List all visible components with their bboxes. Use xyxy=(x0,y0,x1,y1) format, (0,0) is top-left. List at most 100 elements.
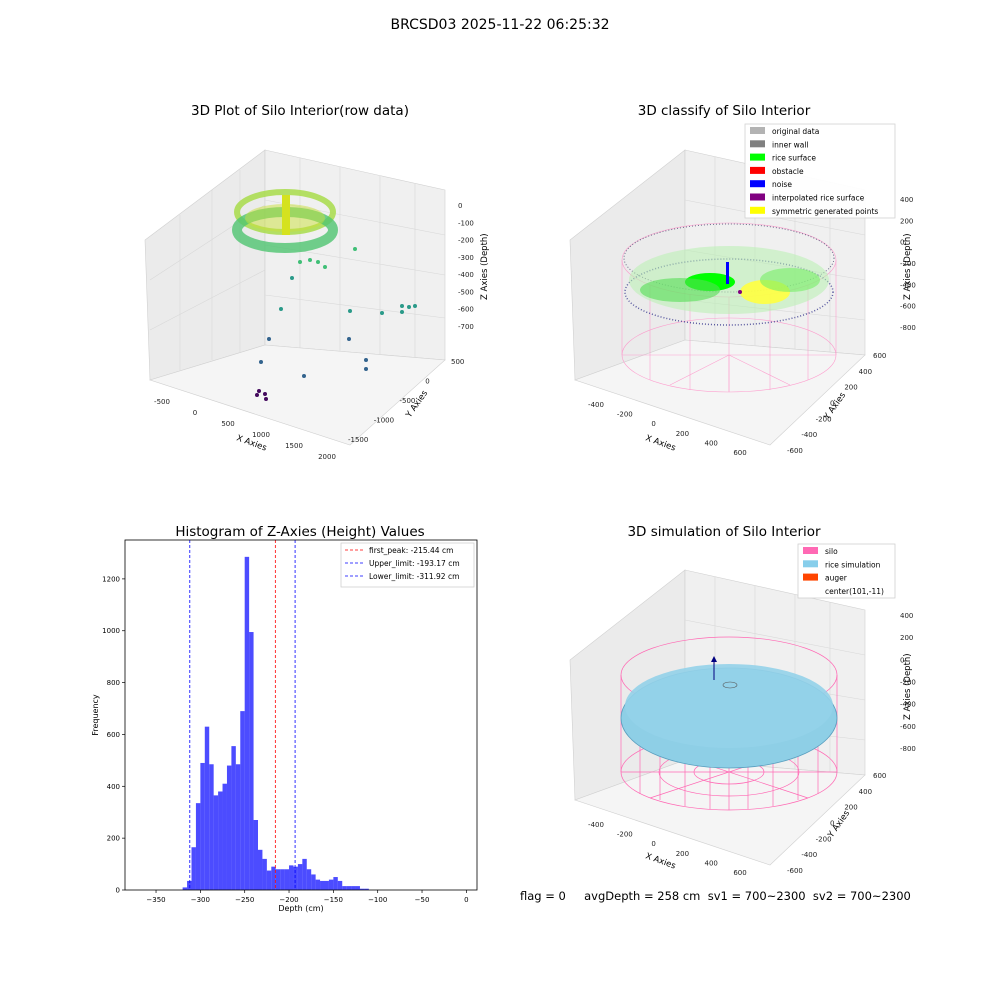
simulation-z-tick: 0 xyxy=(900,656,904,664)
simulation-y-tick: 0 xyxy=(830,820,834,828)
classify-z-tick: -200 xyxy=(900,260,916,268)
classify-z-tick: 200 xyxy=(900,217,913,225)
classify-legend-item-label: rice surface xyxy=(772,154,816,163)
classify-legend-item-swatch xyxy=(750,153,765,161)
histogram-frame xyxy=(124,539,478,891)
status-line: flag = 0 avgDepth = 258 cm sv1 = 700~230… xyxy=(520,889,911,903)
raw-x-tick: -500 xyxy=(154,398,170,406)
histogram-bar xyxy=(311,874,316,890)
histogram-bar xyxy=(231,746,236,890)
histogram-bar xyxy=(333,877,338,890)
histogram-title: Histogram of Z-Axies (Height) Values xyxy=(175,524,425,540)
histogram-legend-label: first_peak: -215.44 cm xyxy=(369,546,453,555)
figure-title: BRCSD03 2025-11-22 06:25:32 xyxy=(390,17,610,33)
raw-y-tick: 0 xyxy=(425,378,429,386)
classify-x-tick: 0 xyxy=(651,420,655,428)
histogram-bar xyxy=(271,866,276,890)
classify-x-tick: 600 xyxy=(733,449,746,457)
simulation-x-tick: -200 xyxy=(617,831,633,839)
simulation-legend-item-swatch xyxy=(803,573,818,581)
simulation-legend-item-label: auger xyxy=(825,574,848,583)
simulation-x-tick: 0 xyxy=(651,840,655,848)
classify-y-tick: -400 xyxy=(801,431,817,439)
classify-plot-title: 3D classify of Silo Interior xyxy=(637,103,811,119)
histogram-chart: −350 −300 −250 −200 −150 −100 −50 0 0 200 400 600 8… xyxy=(91,539,478,913)
histogram-y-tick-label: 0 xyxy=(116,887,120,895)
simulation-legend: silo rice simulation auger center(101,-11) xyxy=(797,543,896,599)
classify-x-ticks: -400 -200 0 200 400 600 xyxy=(588,401,747,457)
raw-z-tick: -200 xyxy=(458,237,474,245)
histogram-bar xyxy=(306,869,312,890)
classify-legend: original data inner wall rice surface obsta… xyxy=(744,123,896,219)
simulation-y-tick: -400 xyxy=(801,851,817,859)
histogram-bar xyxy=(275,869,281,890)
classify-legend-item-swatch xyxy=(750,127,765,134)
simulation-y-tick: -200 xyxy=(816,835,832,843)
raw-y-ticks: 500 0 -500 -1000 -1500 xyxy=(348,358,464,444)
histogram-y-tick-label: 1200 xyxy=(102,575,120,583)
histogram-bar xyxy=(297,864,303,890)
histogram-x-tick-label: −100 xyxy=(368,896,387,904)
raw-z-tick: -600 xyxy=(458,306,474,314)
histogram-bar xyxy=(182,887,188,890)
histogram-vlines xyxy=(189,540,296,890)
simulation-y-tick: -600 xyxy=(787,867,803,875)
histogram-bar xyxy=(359,888,365,890)
histogram-legend-label: Upper_limit: -193.17 cm xyxy=(369,559,460,568)
histogram-bar xyxy=(191,847,196,890)
simulation-z-label: Z Axies (Depth) xyxy=(903,653,913,720)
simulation-legend-item-label: rice simulation xyxy=(825,560,881,569)
histogram-x-tick-label: −250 xyxy=(235,896,254,904)
histogram-bar xyxy=(222,783,227,890)
classify-legend-item-label: interpolated rice surface xyxy=(772,194,865,203)
histogram-bar xyxy=(266,870,272,890)
histogram-x-ticks: −350 −300 −250 −200 −150 −100 −50 0 xyxy=(146,890,469,904)
histogram-bar xyxy=(195,803,201,890)
histogram-bar xyxy=(240,711,245,890)
simulation-x-label: X Axies xyxy=(644,851,677,871)
raw-z-tick: 0 xyxy=(458,202,462,210)
histogram-legend: first_peak: -215.44 cm Upper_limit: -193.… xyxy=(340,542,475,588)
classify-x-tick: -200 xyxy=(617,411,633,419)
simulation-z-tick: -400 xyxy=(900,701,916,709)
histogram-bar xyxy=(209,764,214,890)
histogram-legend-label: Lower_limit: -311.92 cm xyxy=(369,572,459,581)
classify-y-tick: 200 xyxy=(844,384,857,392)
histogram-y-label: Frequency xyxy=(91,694,100,736)
histogram-bar xyxy=(253,820,258,890)
classify-z-label: Z Axies (Depth) xyxy=(903,233,913,300)
classify-y-tick: 600 xyxy=(873,352,886,360)
raw-z-ticks: 0 -100 -200 -300 -400 -500 -600 -700 xyxy=(458,202,474,331)
raw-x-tick: 2000 xyxy=(318,453,336,461)
simulation-x-tick: 200 xyxy=(676,850,689,858)
histogram-bar xyxy=(218,791,223,890)
histogram-bar xyxy=(204,726,210,890)
classify-rice-surface xyxy=(629,246,829,314)
classify-legend-item-label: original data xyxy=(772,127,819,136)
classify-legend-item-swatch xyxy=(750,193,765,201)
classify-legend-item-swatch xyxy=(750,166,765,174)
simulation-legend-item-label: silo xyxy=(825,547,838,556)
histogram-bar xyxy=(257,849,263,890)
histogram-x-tick-label: 0 xyxy=(464,896,468,904)
histogram-bar xyxy=(235,764,241,890)
histogram-bar xyxy=(364,888,369,890)
classify-x-tick: 200 xyxy=(676,430,689,438)
simulation-x-ticks: -400 -200 0 200 400 600 xyxy=(588,821,747,877)
classify-z-tick: 400 xyxy=(900,196,913,204)
simulation-y-tick: 200 xyxy=(844,804,857,812)
histogram-bar xyxy=(200,762,205,890)
histogram-x-tick-label: −50 xyxy=(415,896,430,904)
histogram-bar xyxy=(244,556,250,890)
histogram-bar xyxy=(302,858,307,890)
raw-plot-title: 3D Plot of Silo Interior(row data) xyxy=(191,103,409,119)
simulation-y-tick: 400 xyxy=(859,788,872,796)
histogram-bar xyxy=(328,879,334,890)
classify-legend-item-label: symmetric generated points xyxy=(772,207,878,216)
simulation-z-tick: -800 xyxy=(900,745,916,753)
histogram-bar xyxy=(284,869,290,890)
histogram-bar xyxy=(337,880,343,890)
